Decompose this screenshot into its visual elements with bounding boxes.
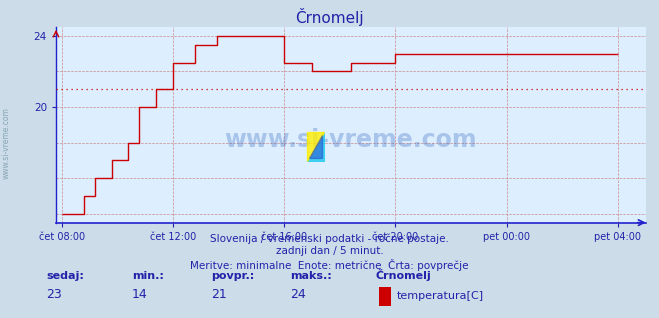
Polygon shape: [307, 132, 324, 161]
Text: Črnomelj: Črnomelj: [376, 269, 432, 281]
Text: min.:: min.:: [132, 272, 163, 281]
Text: maks.:: maks.:: [290, 272, 331, 281]
Polygon shape: [309, 135, 322, 158]
Text: Slovenija / vremenski podatki - ročne postaje.: Slovenija / vremenski podatki - ročne po…: [210, 234, 449, 244]
Text: 23: 23: [46, 287, 62, 301]
Text: 21: 21: [211, 287, 227, 301]
Text: www.si-vreme.com: www.si-vreme.com: [2, 107, 11, 179]
Text: Meritve: minimalne  Enote: metrične  Črta: povprečje: Meritve: minimalne Enote: metrične Črta:…: [190, 259, 469, 271]
Text: 24: 24: [290, 287, 306, 301]
Text: povpr.:: povpr.:: [211, 272, 254, 281]
Text: temperatura[C]: temperatura[C]: [397, 291, 484, 301]
Text: Črnomelj: Črnomelj: [295, 8, 364, 26]
Text: 14: 14: [132, 287, 148, 301]
Polygon shape: [307, 132, 324, 161]
Text: zadnji dan / 5 minut.: zadnji dan / 5 minut.: [275, 246, 384, 256]
Text: www.si-vreme.com: www.si-vreme.com: [225, 128, 477, 152]
Text: sedaj:: sedaj:: [46, 272, 84, 281]
